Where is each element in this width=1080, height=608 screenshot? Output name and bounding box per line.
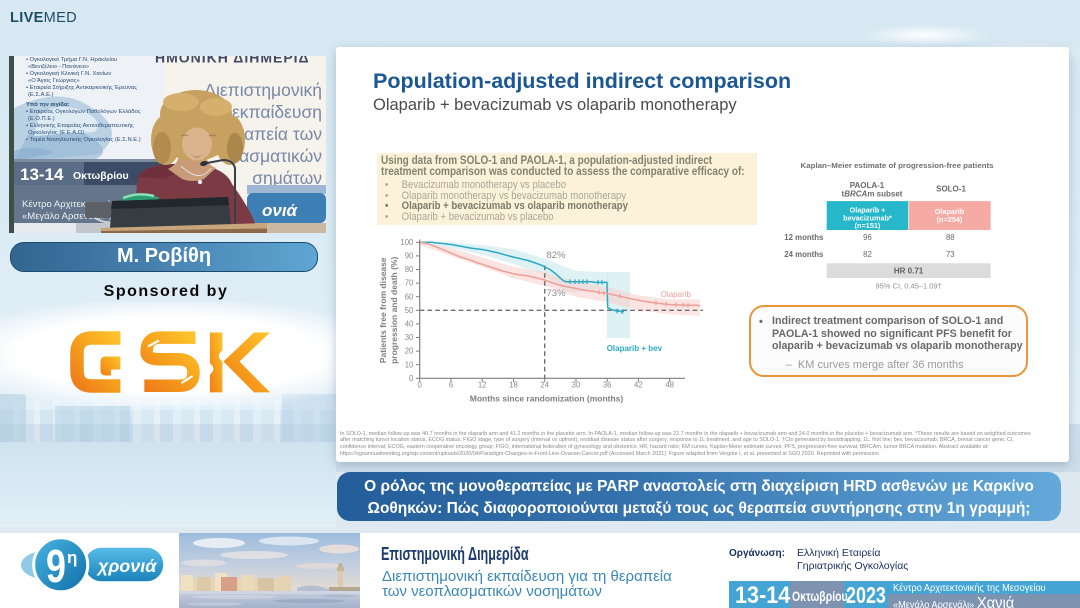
- svg-text:«Μεγάλο Αρσενάλι» ⟩: «Μεγάλο Αρσενάλι» ⟩: [22, 211, 113, 222]
- svg-text:bevacizumab*: bevacizumab*: [843, 214, 892, 223]
- svg-text:Υπό την αιγίδα:: Υπό την αιγίδα:: [26, 102, 70, 108]
- svg-text:• Ελληνικής Εταιρείας Ακτινοθε: • Ελληνικής Εταιρείας Ακτινοθεραπευτικής: [26, 122, 134, 129]
- svg-text:40: 40: [405, 320, 414, 329]
- svg-text:PAOLA-1: PAOLA-1: [850, 181, 885, 190]
- svg-text:(Ε.Σ.Α.Ε.): (Ε.Σ.Α.Ε.): [28, 92, 54, 98]
- svg-text:«Βενιζέλειο - Πανάνειο»: «Βενιζέλειο - Πανάνειο»: [28, 63, 89, 70]
- svg-text:ραπεία των: ραπεία των: [234, 124, 322, 144]
- svg-text:HR 0.71: HR 0.71: [894, 266, 924, 275]
- svg-text:«Ο Άγιος Γεώργιος»: «Ο Άγιος Γεώργιος»: [28, 78, 80, 84]
- svg-text:20: 20: [405, 347, 414, 356]
- svg-text:• Εταιρείας Ογκολόγων Παθολόγω: • Εταιρείας Ογκολόγων Παθολόγων Ελλάδος: [26, 108, 141, 115]
- svg-text:Olaparib: Olaparib: [935, 207, 965, 216]
- svg-text:Olaparib +: Olaparib +: [850, 206, 886, 215]
- svg-text:12: 12: [478, 380, 487, 389]
- svg-text:Διεπιστημονική: Διεπιστημονική: [204, 80, 322, 100]
- svg-text:18: 18: [509, 380, 518, 389]
- svg-text:30: 30: [572, 380, 581, 389]
- svg-text:30: 30: [405, 333, 414, 342]
- svg-text:σημάτων: σημάτων: [252, 168, 322, 188]
- svg-text:(n=151): (n=151): [855, 221, 881, 230]
- svg-text:9: 9: [46, 541, 66, 592]
- svg-text:13-14: 13-14: [20, 165, 64, 184]
- svg-text:80: 80: [405, 265, 414, 274]
- svg-text:Olaparib + bev: Olaparib + bev: [607, 344, 663, 353]
- svg-text:73%: 73%: [547, 288, 567, 299]
- svg-text:95% CI, 0.45–1.09†: 95% CI, 0.45–1.09†: [875, 281, 941, 290]
- svg-text:24: 24: [540, 380, 549, 389]
- svg-text:90: 90: [405, 252, 414, 261]
- svg-text:tBRCAm subset: tBRCAm subset: [842, 190, 903, 199]
- svg-text:ασματικών: ασματικών: [239, 146, 322, 166]
- svg-text:82%: 82%: [547, 250, 567, 261]
- svg-text:10: 10: [405, 360, 414, 369]
- svg-text:96: 96: [863, 233, 872, 242]
- svg-text:100: 100: [400, 238, 414, 247]
- svg-text:ονιά: ονιά: [262, 201, 299, 220]
- svg-text:(n=254): (n=254): [937, 215, 963, 224]
- svg-text:Olaparib: Olaparib: [661, 290, 692, 299]
- svg-text:Οκτωβρίου: Οκτωβρίου: [73, 170, 129, 182]
- svg-text:70: 70: [405, 279, 414, 288]
- svg-text:• Ογκολογική Κλινική Γ.Ν. Χανί: • Ογκολογική Κλινική Γ.Ν. Χανίων: [26, 70, 111, 77]
- svg-text:χρονιά: χρονιά: [96, 556, 157, 576]
- svg-text:6: 6: [449, 380, 453, 389]
- svg-text:0: 0: [418, 380, 423, 389]
- svg-text:progression and death (%): progression and death (%): [389, 257, 399, 364]
- svg-text:42: 42: [634, 380, 643, 389]
- svg-text:• Τομέα Νοσηλευτικής Ογκολογία: • Τομέα Νοσηλευτικής Ογκολογίας (Ε.Σ.Ν.Ε…: [26, 136, 141, 143]
- svg-text:Kaplan–Meier estimate of progr: Kaplan–Meier estimate of progression-fre…: [801, 161, 994, 170]
- svg-text:εκπαίδευση: εκπαίδευση: [232, 102, 322, 122]
- svg-text:24 months: 24 months: [784, 250, 824, 259]
- svg-text:Patients free from disease: Patients free from disease: [378, 257, 388, 363]
- svg-text:12 months: 12 months: [784, 233, 824, 242]
- svg-text:(Ε.Ο.Π.Ε.): (Ε.Ο.Π.Ε.): [28, 116, 55, 122]
- svg-text:η: η: [67, 548, 77, 567]
- svg-text:82: 82: [863, 250, 872, 259]
- svg-text:60: 60: [405, 292, 414, 301]
- svg-text:73: 73: [946, 250, 955, 259]
- svg-text:Ογκολογίας (Ε.Ε.Α.Ο): Ογκολογίας (Ε.Ε.Α.Ο): [28, 130, 84, 136]
- svg-text:• Εταιρεία Στήριξης Αντικαρκιν: • Εταιρεία Στήριξης Αντικαρκινικής Έρευν…: [26, 84, 137, 91]
- svg-text:50: 50: [405, 306, 414, 315]
- svg-text:Months since randomization (mo: Months since randomization (months): [470, 393, 624, 403]
- svg-text:Κέντρο Αρχιτεκτονικής της: Κέντρο Αρχιτεκτονικής της: [22, 199, 133, 210]
- svg-text:48: 48: [665, 380, 674, 389]
- svg-text:ΗΜΟΝΙΚΗ ΔΙΗΜΕΡΙΔ: ΗΜΟΝΙΚΗ ΔΙΗΜΕΡΙΔ: [155, 56, 310, 66]
- svg-text:• Ογκολογικό Τμήμα Γ.Ν. Ηρακλε: • Ογκολογικό Τμήμα Γ.Ν. Ηρακλείου: [26, 56, 117, 63]
- svg-text:SOLO-1: SOLO-1: [936, 185, 966, 194]
- svg-text:36: 36: [603, 380, 612, 389]
- svg-text:0: 0: [409, 374, 414, 383]
- svg-text:88: 88: [946, 233, 955, 242]
